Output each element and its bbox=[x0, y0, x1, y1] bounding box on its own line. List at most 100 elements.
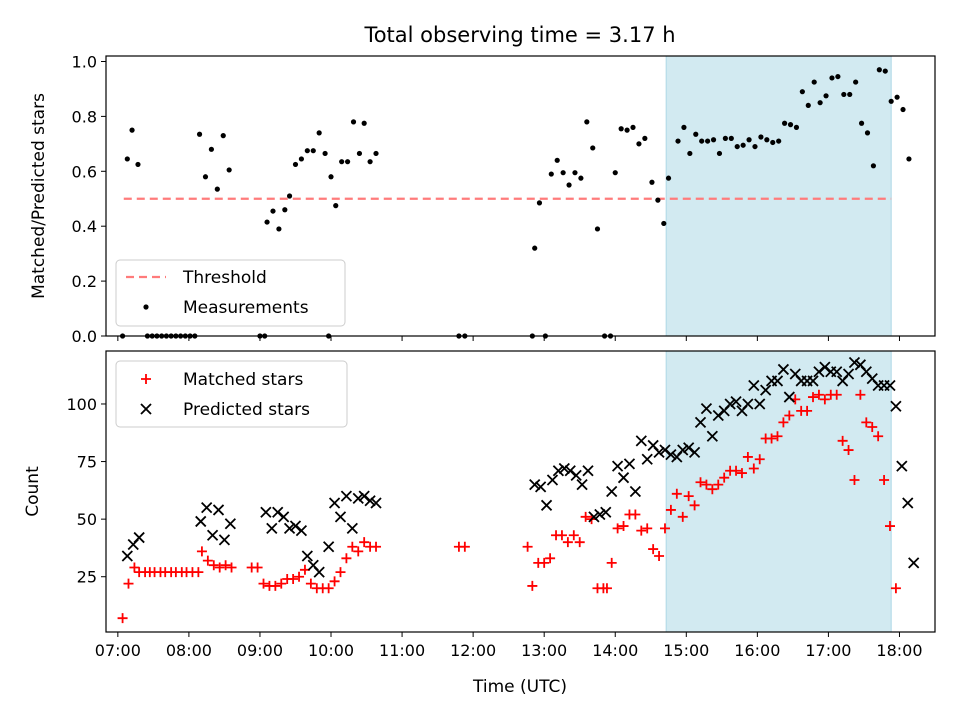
x-tick-label: 09:00 bbox=[237, 641, 283, 660]
matched-star-point bbox=[683, 491, 694, 502]
predicted-star-point bbox=[558, 462, 570, 475]
measurement-point bbox=[770, 139, 776, 146]
matched-star-point bbox=[288, 574, 299, 585]
measurement-point bbox=[226, 167, 232, 173]
measurement-point bbox=[339, 159, 345, 165]
measurement-point bbox=[699, 138, 705, 144]
predicted-star-point bbox=[582, 465, 594, 477]
matched-star-point bbox=[539, 557, 550, 568]
matched-star-point bbox=[855, 389, 866, 400]
measurement-point bbox=[835, 73, 841, 80]
measurement-point bbox=[740, 142, 746, 148]
measurement-point bbox=[214, 186, 220, 192]
measurement-point bbox=[333, 203, 339, 209]
matched-star-point bbox=[813, 389, 824, 400]
matched-star-point bbox=[748, 463, 759, 474]
measurement-point bbox=[630, 124, 636, 130]
measurement-point bbox=[661, 220, 667, 227]
measurement-point bbox=[208, 146, 215, 152]
predicted-star-point bbox=[576, 478, 588, 491]
predicted-star-point bbox=[611, 460, 624, 472]
predicted-star-point bbox=[635, 435, 647, 447]
predicted-star-point bbox=[295, 525, 308, 537]
predicted-star-point bbox=[121, 550, 133, 562]
measurement-point bbox=[655, 197, 661, 203]
y-tick-label: 75 bbox=[77, 453, 97, 472]
x-tick-label: 07:00 bbox=[95, 641, 141, 660]
predicted-star-point bbox=[206, 529, 219, 541]
predicted-star-point bbox=[546, 474, 559, 486]
measurement-point bbox=[853, 79, 859, 85]
y-tick-label: 0.4 bbox=[72, 217, 97, 236]
matched-star-point bbox=[736, 468, 747, 479]
measurement-point bbox=[276, 226, 282, 232]
measurement-point bbox=[787, 122, 794, 128]
matched-star-point bbox=[208, 560, 219, 571]
predicted-star-point bbox=[201, 501, 213, 514]
predicted-star-point bbox=[266, 522, 278, 534]
measurement-point bbox=[649, 179, 655, 185]
predicted-star-point bbox=[629, 485, 642, 498]
matched-star-point bbox=[636, 525, 647, 536]
y-axis-label: Count bbox=[23, 466, 43, 517]
measurement-point bbox=[304, 148, 310, 154]
matched-star-point bbox=[689, 500, 700, 511]
matched-star-point bbox=[837, 435, 848, 446]
matched-star-point bbox=[545, 553, 556, 564]
predicted-star-point bbox=[540, 499, 553, 511]
matched-star-point bbox=[556, 530, 567, 541]
predicted-star-point bbox=[623, 458, 636, 470]
legend-matched-label: Matched stars bbox=[183, 370, 303, 390]
measurement-point bbox=[805, 102, 811, 109]
x-axis-label: Time (UTC) bbox=[472, 677, 567, 697]
measurement-point bbox=[681, 124, 687, 130]
matched-star-point bbox=[193, 567, 204, 578]
legend-matched-swatch bbox=[141, 374, 151, 384]
y-tick-label: 100 bbox=[66, 395, 97, 414]
matched-star-point bbox=[568, 530, 579, 541]
measurement-point bbox=[705, 138, 711, 144]
matched-star-point bbox=[522, 541, 533, 552]
legend-predicted-label: Predicted stars bbox=[183, 400, 310, 420]
measurement-point bbox=[594, 226, 601, 232]
matched-star-point bbox=[294, 571, 305, 582]
matched-star-point bbox=[884, 521, 895, 532]
measurement-point bbox=[282, 207, 288, 213]
matched-star-point bbox=[719, 472, 730, 483]
measurement-point bbox=[124, 156, 130, 162]
matched-star-point bbox=[117, 613, 128, 624]
measurement-point bbox=[829, 75, 835, 81]
measurement-point bbox=[793, 124, 800, 130]
predicted-star-point bbox=[334, 511, 347, 523]
legend-threshold-label: Threshold bbox=[182, 268, 267, 288]
measurement-point bbox=[758, 134, 764, 140]
predicted-star-point bbox=[813, 366, 825, 378]
legend: Matched stars Predicted stars bbox=[115, 360, 348, 428]
predicted-star-point bbox=[760, 384, 772, 396]
measurement-point bbox=[196, 131, 203, 137]
predicted-star-point bbox=[313, 566, 325, 578]
measurement-point bbox=[554, 157, 560, 163]
measurement-point bbox=[328, 174, 334, 180]
matched-star-point bbox=[890, 583, 901, 594]
measurement-point bbox=[572, 170, 578, 176]
predicted-star-point bbox=[842, 368, 855, 380]
measurement-point bbox=[270, 208, 276, 214]
measurement-point bbox=[882, 68, 888, 74]
matched-star-point bbox=[353, 546, 364, 557]
predicted-star-point bbox=[260, 506, 272, 518]
predicted-star-point bbox=[748, 379, 760, 392]
measurement-point bbox=[584, 119, 590, 125]
matched-star-point bbox=[335, 567, 346, 578]
matched-star-point bbox=[772, 431, 783, 442]
x-tick-label: 08:00 bbox=[166, 641, 212, 660]
measurement-point bbox=[560, 170, 566, 176]
chart-title: Total observing time = 3.17 h bbox=[363, 23, 675, 47]
measurement-point bbox=[734, 143, 740, 150]
predicted-star-point bbox=[754, 398, 766, 410]
predicted-star-point bbox=[352, 492, 364, 505]
predicted-star-point bbox=[659, 444, 671, 456]
predicted-star-point bbox=[653, 446, 665, 458]
predicted-star-point bbox=[224, 518, 236, 530]
matched-star-point bbox=[861, 417, 872, 428]
